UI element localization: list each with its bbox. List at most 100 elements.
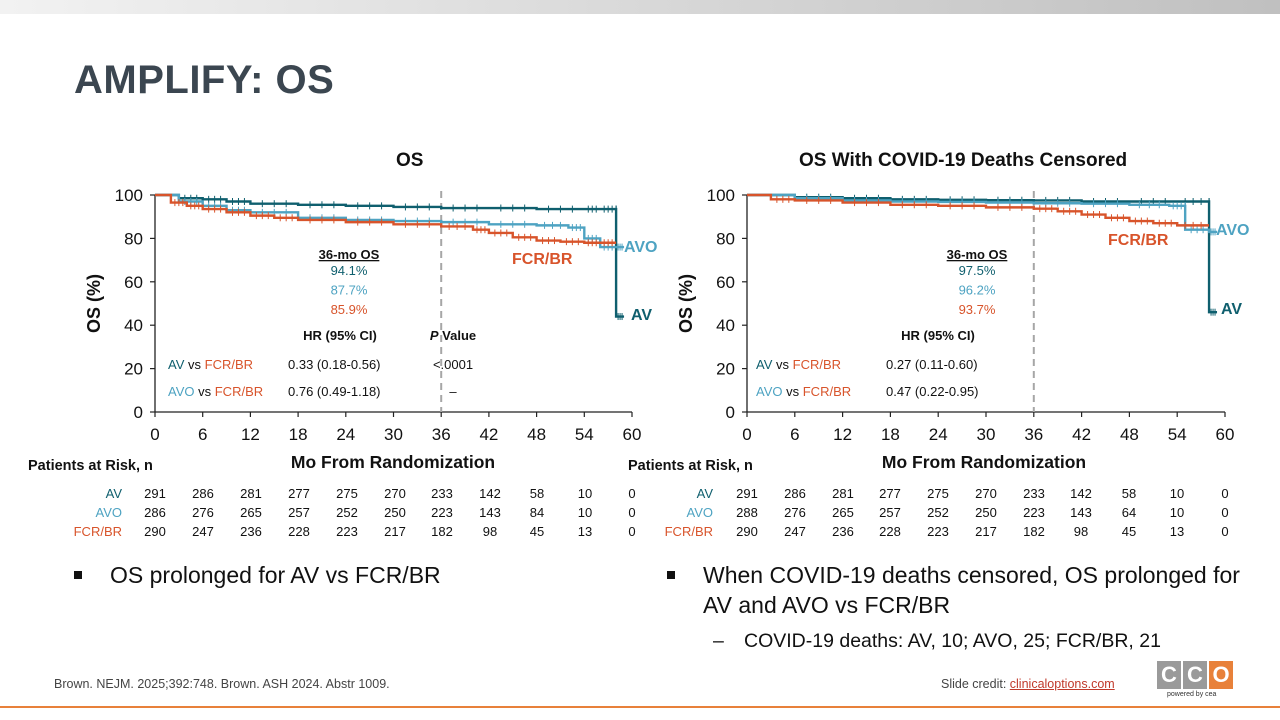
right-36mo-header: 36-mo OS: [947, 247, 1008, 262]
right-risk-value: 233: [1023, 486, 1045, 501]
right-x-tick-label: 6: [790, 425, 799, 444]
right-curve-label-av: AV: [1221, 301, 1242, 318]
hr-row-label-part: AVO: [756, 384, 783, 399]
hr-row-label-part: vs: [783, 384, 803, 399]
hr-row-label-part: AV: [756, 357, 773, 372]
left-risk-value: 281: [240, 486, 262, 501]
right-x-axis-title: Mo From Randomization: [882, 452, 1086, 472]
right-bullet-text: When COVID-19 deaths censored, OS prolon…: [703, 562, 1240, 618]
right-risk-value: 223: [1023, 505, 1045, 520]
right-risk-row-name: AVO: [687, 505, 714, 520]
bottom-rule: [0, 706, 1280, 708]
right-y-tick-label: 0: [726, 403, 735, 422]
right-risk-value: 0: [1221, 486, 1228, 501]
left-risk-value: 0: [628, 486, 635, 501]
left-risk-value: 84: [530, 505, 544, 520]
right-curve-label-avo: AVO: [1216, 222, 1249, 239]
right-hr-row-label: AVO vs FCR/BR: [756, 384, 851, 399]
left-x-tick-label: 54: [575, 425, 594, 444]
left-x-tick-label: 18: [289, 425, 308, 444]
left-x-tick-label: 12: [241, 425, 260, 444]
left-36mo-value: 85.9%: [331, 302, 368, 317]
left-hr-value: 0.76 (0.49-1.18): [288, 384, 381, 399]
right-risk-row-name: FCR/BR: [665, 524, 713, 539]
right-risk-value: 257: [879, 505, 901, 520]
left-risk-value: 217: [384, 524, 406, 539]
right-risk-value: 290: [736, 524, 758, 539]
right-x-tick-label: 24: [929, 425, 948, 444]
right-chart-title: OS With COVID-19 Deaths Censored: [799, 150, 1128, 171]
left-risk-value: 286: [192, 486, 214, 501]
right-risk-value: 291: [736, 486, 758, 501]
right-risk-value: 228: [879, 524, 901, 539]
bullet-square-icon: [74, 571, 82, 579]
right-risk-value: 13: [1170, 524, 1184, 539]
left-risk-row-name: FCR/BR: [74, 524, 122, 539]
right-risk-row-name: AV: [697, 486, 714, 501]
top-gradient-bar: [0, 0, 1280, 14]
left-36mo-value: 94.1%: [331, 263, 368, 278]
left-y-tick-label: 80: [124, 229, 143, 248]
left-risk-value: 252: [336, 505, 358, 520]
right-risk-value: 142: [1070, 486, 1092, 501]
right-risk-value: 10: [1170, 486, 1184, 501]
left-risk-value: 182: [431, 524, 453, 539]
left-y-tick-label: 0: [134, 403, 143, 422]
right-x-tick-label: 36: [1024, 425, 1043, 444]
right-y-tick-label: 60: [716, 273, 735, 292]
left-risk-value: 10: [578, 505, 592, 520]
left-risk-value: 0: [628, 505, 635, 520]
right-risk-value: 98: [1074, 524, 1088, 539]
left-risk-value: 223: [431, 505, 453, 520]
left-curve-label-avo: AVO: [624, 239, 657, 256]
left-x-tick-label: 0: [150, 425, 159, 444]
right-hr-value: 0.47 (0.22-0.95): [886, 384, 979, 399]
left-x-tick-label: 30: [384, 425, 403, 444]
right-risk-value: 286: [784, 486, 806, 501]
right-risk-value: 277: [879, 486, 901, 501]
left-y-tick-label: 60: [124, 273, 143, 292]
right-risk-value: 217: [975, 524, 997, 539]
right-sub-bullet: COVID-19 deaths: AV, 10; AVO, 25; FCR/BR…: [744, 630, 1161, 652]
right-x-tick-label: 18: [881, 425, 900, 444]
right-y-tick-label: 20: [716, 360, 735, 379]
left-risk-value: 98: [483, 524, 497, 539]
left-curve-av: [155, 193, 625, 318]
right-risk-value: 236: [832, 524, 854, 539]
clinicaloptions-link[interactable]: clinicaloptions.com: [1009, 677, 1115, 691]
right-x-tick-label: 48: [1120, 425, 1139, 444]
right-risk-value: 265: [832, 505, 854, 520]
left-x-tick-label: 48: [527, 425, 546, 444]
right-curve-label-fcrbr: FCR/BR: [1108, 232, 1169, 249]
right-y-tick-label: 80: [716, 229, 735, 248]
right-x-tick-label: 30: [977, 425, 996, 444]
right-risk-value: 252: [927, 505, 949, 520]
left-risk-value: 277: [288, 486, 310, 501]
left-risk-row-name: AVO: [96, 505, 123, 520]
left-p-value: <.0001: [433, 357, 473, 372]
right-risk-value: 250: [975, 505, 997, 520]
hr-row-label-part: AVO: [168, 384, 195, 399]
right-risk-value: 276: [784, 505, 806, 520]
right-x-tick-label: 60: [1216, 425, 1235, 444]
left-chart-title: OS: [396, 150, 424, 171]
right-risk-value: 64: [1122, 505, 1136, 520]
left-risk-value: 286: [144, 505, 166, 520]
left-risk-value: 13: [578, 524, 592, 539]
p-header-rest: Value: [439, 328, 477, 343]
left-y-tick-label: 100: [115, 186, 143, 205]
bullet-square-icon: [667, 571, 675, 579]
left-x-tick-label: 24: [336, 425, 355, 444]
right-risk-value: 143: [1070, 505, 1092, 520]
left-risk-value: 236: [240, 524, 262, 539]
right-risk-header: Patients at Risk, n: [628, 458, 753, 474]
slide-credit-label: Slide credit:: [941, 677, 1010, 691]
logo-subtext: powered by cea: [1167, 691, 1217, 698]
left-risk-row-name: AV: [106, 486, 123, 501]
p-header-italic: P: [430, 328, 439, 343]
left-risk-value: 250: [384, 505, 406, 520]
right-risk-value: 247: [784, 524, 806, 539]
left-risk-value: 0: [628, 524, 635, 539]
left-x-axis-title: Mo From Randomization: [291, 452, 495, 472]
right-risk-value: 275: [927, 486, 949, 501]
